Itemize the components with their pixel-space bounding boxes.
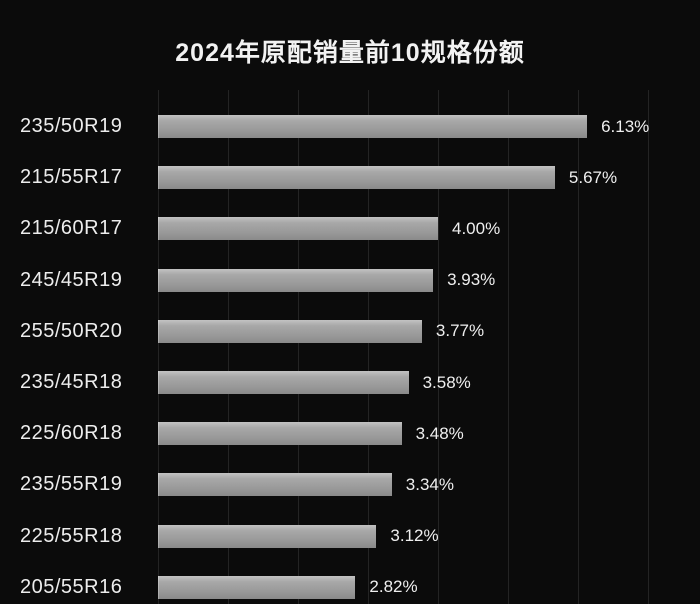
category-label: 255/50R20 <box>20 319 123 342</box>
bar-row: 225/55R18 3.12% <box>0 511 700 562</box>
value-label: 6.13% <box>601 116 650 136</box>
bar-row: 215/55R17 5.67% <box>0 152 700 203</box>
bar-row: 205/55R16 2.82% <box>0 562 700 604</box>
value-label: 3.93% <box>447 270 496 290</box>
value-label: 3.34% <box>405 474 454 494</box>
bar <box>158 524 377 548</box>
bar-row: 235/55R19 3.34% <box>0 459 700 510</box>
value-label: 3.48% <box>415 423 464 443</box>
category-label: 225/60R18 <box>20 422 123 445</box>
gridline <box>578 90 579 604</box>
value-label: 3.12% <box>390 526 439 546</box>
bar-row: 235/45R18 3.58% <box>0 357 700 408</box>
bar <box>158 166 555 190</box>
category-label: 215/60R17 <box>20 217 123 240</box>
bar <box>158 319 422 343</box>
bar <box>158 115 588 139</box>
category-label: 235/45R18 <box>20 371 123 394</box>
bar-row: 235/50R19 6.13% <box>0 101 700 152</box>
category-label: 215/55R17 <box>20 166 123 189</box>
bar-row: 255/50R20 3.77% <box>0 306 700 357</box>
bar-row: 225/60R18 3.48% <box>0 408 700 459</box>
gridline <box>228 90 229 604</box>
category-label: 235/55R19 <box>20 473 123 496</box>
bar-row: 245/45R19 3.93% <box>0 255 700 306</box>
value-label: 3.77% <box>435 321 485 341</box>
bar <box>158 217 438 241</box>
bar <box>158 575 356 599</box>
gridline <box>508 90 509 604</box>
gridline <box>298 90 299 604</box>
bar-row: 215/60R17 4.00% <box>0 203 700 254</box>
gridline <box>438 90 439 604</box>
bar <box>158 268 434 292</box>
gridline <box>648 90 649 604</box>
gridline <box>368 90 369 604</box>
bar-rows: 235/50R19 6.13% 215/55R17 5.67% 215/60R17 4.0… <box>0 101 700 604</box>
category-label: 225/55R18 <box>20 524 123 547</box>
value-label: 4.00% <box>452 218 501 238</box>
value-label: 3.58% <box>422 372 471 392</box>
bar <box>158 371 409 395</box>
category-label: 235/50R19 <box>20 115 123 138</box>
bar <box>158 473 392 497</box>
value-label: 2.82% <box>369 577 418 597</box>
value-label: 5.67% <box>568 167 618 187</box>
bar <box>158 422 402 446</box>
category-label: 205/55R16 <box>20 575 123 598</box>
category-label: 245/45R19 <box>20 268 123 291</box>
chart-title: 2024年原配销量前10规格份额 <box>175 39 525 67</box>
gridline <box>158 90 159 604</box>
